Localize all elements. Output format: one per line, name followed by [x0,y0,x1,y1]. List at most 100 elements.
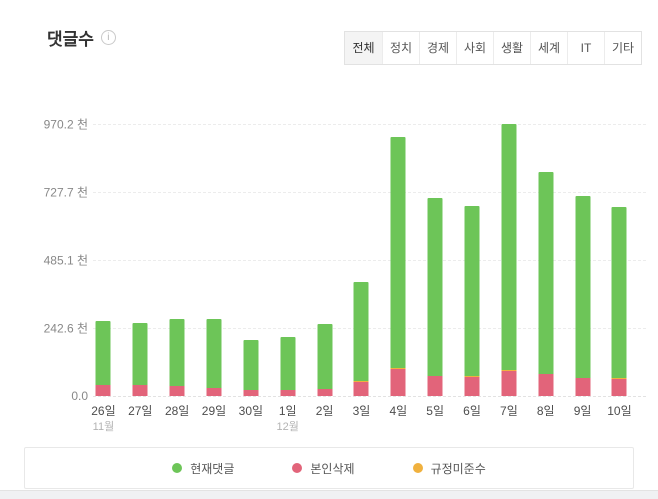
bar-segment[interactable] [611,206,627,379]
y-tick-label: 727.7 천 [43,185,88,200]
x-axis-label: 28일 [164,404,190,418]
bar-slot: 3일 [343,124,380,418]
bar-segment[interactable] [243,339,259,391]
bar-segment[interactable] [317,389,333,396]
stacked-bar[interactable] [206,318,222,396]
y-tick-label: 242.6 천 [43,321,88,336]
bar-segment[interactable] [575,378,591,396]
x-axis-label: 4일 [389,404,408,418]
gridline [93,124,646,125]
bar-slot: 27일 [122,124,159,418]
stacked-bar[interactable] [611,206,627,396]
bar-segment[interactable] [501,370,517,372]
legend-item[interactable]: 본인삭제 [292,460,355,477]
stacked-bar[interactable] [95,321,111,396]
bar-segment[interactable] [427,375,443,377]
tab-world[interactable]: 세계 [530,32,567,64]
bar-segment[interactable] [538,374,554,396]
bar-segment[interactable] [390,369,406,396]
y-axis: 970.2 천 727.7 천 485.1 천 242.6 천 0.0 [0,118,88,404]
bar-segment[interactable] [501,371,517,396]
bar-segment[interactable] [427,198,443,376]
tab-all[interactable]: 전체 [345,32,382,64]
y-tick-label: 485.1 천 [43,253,88,268]
category-tabs: 전체 정치 경제 사회 생활 세계 IT 기타 [344,31,642,65]
stacked-bar[interactable] [575,196,591,396]
bar-segment[interactable] [206,387,222,396]
bar-segment[interactable] [427,376,443,396]
stacked-bar[interactable] [353,282,369,396]
info-icon[interactable]: i [100,30,116,45]
bar-segment[interactable] [390,368,406,370]
bar-segment[interactable] [575,377,591,379]
bar-segment[interactable] [501,124,517,371]
stacked-bar[interactable] [317,323,333,396]
bar-slot: 29일 [196,124,233,418]
legend-label: 본인삭제 [310,461,355,476]
bar-segment[interactable] [169,318,185,386]
bar-segment[interactable] [132,385,148,396]
legend-label: 규정미준수 [430,461,486,476]
y-tick-label: 970.2 천 [43,117,88,132]
page-title-text: 댓글수 [47,30,94,49]
bar-slot: 2일 [306,124,343,418]
bar-segment[interactable] [132,322,148,386]
bar-segment[interactable] [280,390,296,396]
tab-society[interactable]: 사회 [456,32,493,64]
bar-segment[interactable] [611,378,627,379]
bar-slot: 4일 [380,124,417,418]
stacked-bar[interactable] [501,124,517,396]
gridline [93,328,646,329]
bar-segment[interactable] [611,378,627,396]
stacked-bar[interactable] [464,205,480,396]
tab-life[interactable]: 생활 [493,32,530,64]
bar-segment[interactable] [353,381,369,382]
x-axis-label: 2일 [315,404,334,418]
stacked-bar[interactable] [538,172,554,396]
stacked-bar[interactable] [427,198,443,396]
bar-slot: 10일 [601,124,638,418]
stacked-bar[interactable] [280,337,296,396]
bar-segment[interactable] [243,390,259,396]
bar-segment[interactable] [464,205,480,377]
bar-segment[interactable] [538,373,554,375]
bar-segment[interactable] [95,321,111,386]
tab-it[interactable]: IT [567,32,604,64]
y-tick-label: 0.0 [71,389,88,403]
stacked-bar[interactable] [390,137,406,396]
bar-segment[interactable] [95,385,111,396]
bar-segment[interactable] [317,323,333,390]
bar-slot: 8일 [527,124,564,418]
bar-segment[interactable] [280,337,296,391]
bar-segment[interactable] [390,137,406,369]
bar-segment[interactable] [464,376,480,377]
x-axis-label: 27일 [128,404,153,418]
stacked-bar[interactable] [243,339,259,396]
bar-segment[interactable] [206,318,222,388]
legend-item[interactable]: 규정미준수 [412,460,486,477]
bar-segment[interactable] [353,381,369,396]
bar-segment[interactable] [538,172,554,374]
x-axis-label: 8일 [536,404,555,418]
x-axis-label: 26일 [91,404,116,418]
tab-economy[interactable]: 경제 [419,32,456,64]
tab-politics[interactable]: 정치 [382,32,419,64]
tab-etc[interactable]: 기타 [604,32,641,64]
bar-segment[interactable] [169,385,185,396]
stacked-bar[interactable] [169,318,185,396]
legend-item[interactable]: 현재댓글 [172,460,234,477]
bar-slot: 28일 [159,124,196,418]
x-axis-month-label: 11월 [92,421,115,433]
page-title: 댓글수 i [47,25,116,50]
bar-segment[interactable] [353,282,369,382]
x-axis-label: 7일 [500,404,518,418]
bar-slot: 5일 [417,124,454,418]
bar-segment[interactable] [464,376,480,396]
legend: 현재댓글 본인삭제 규정미준수 [24,447,634,489]
bar-slot: 9일 [564,124,601,418]
gridline [93,396,646,397]
bar-slot: 7일 [490,124,527,418]
stacked-bar[interactable] [132,322,148,396]
bar-segment[interactable] [575,196,591,378]
gridline [93,260,646,261]
